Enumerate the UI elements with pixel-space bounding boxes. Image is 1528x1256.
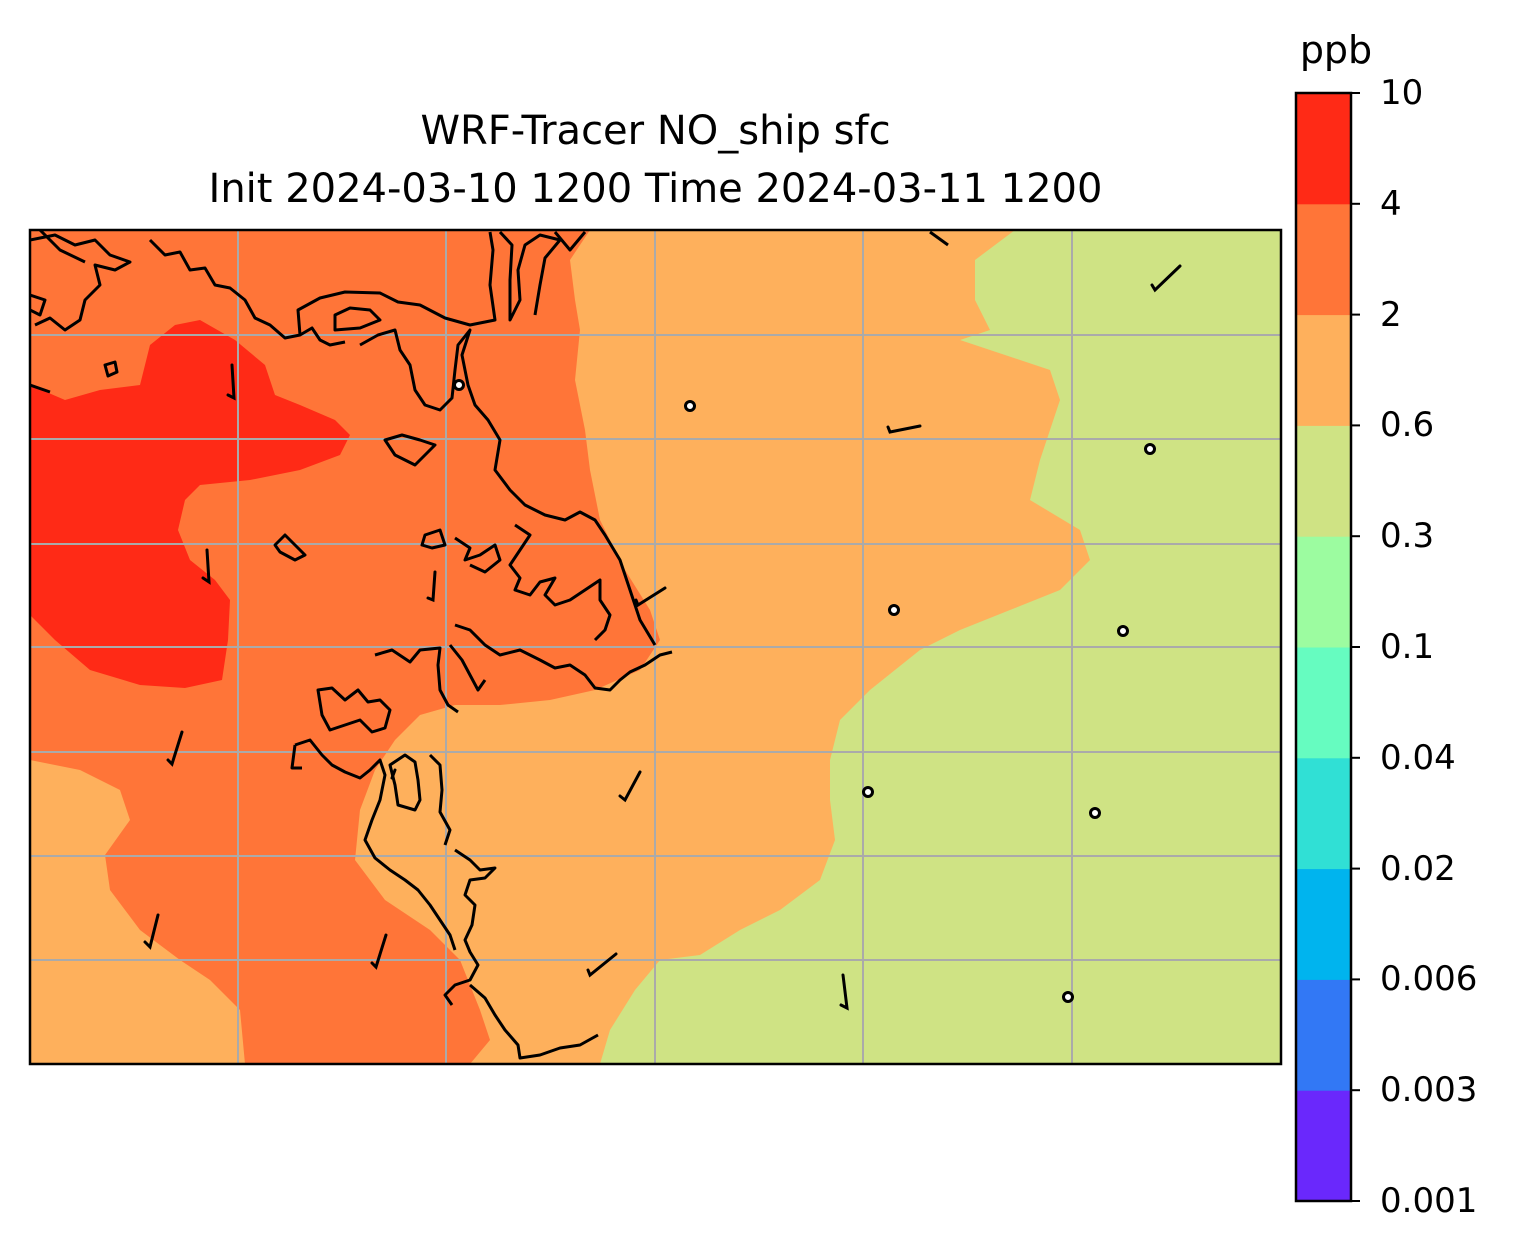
colorbar-swatch bbox=[1296, 979, 1351, 1091]
colorbar-swatch bbox=[1296, 425, 1351, 537]
colorbar-tick-label: 0.02 bbox=[1380, 848, 1456, 889]
gridlines bbox=[30, 230, 1281, 1064]
colorbar-tick-label: 0.1 bbox=[1380, 627, 1435, 667]
colorbar-tick-label: 0.6 bbox=[1380, 405, 1435, 446]
colorbar-swatches bbox=[1296, 93, 1351, 1202]
map-panel bbox=[30, 230, 1281, 1064]
colorbar-swatch bbox=[1296, 93, 1351, 205]
coastlines bbox=[30, 230, 949, 1060]
colorbar-tick-label: 0.3 bbox=[1380, 516, 1435, 557]
colorbar-tick-label: 10 bbox=[1380, 73, 1424, 113]
colorbar-tick-label: 0.003 bbox=[1380, 1070, 1478, 1111]
map-title-line2: Init 2024-03-10 1200 Time 2024-03-11 120… bbox=[208, 166, 1103, 212]
concentration-region-gt-4 bbox=[30, 320, 350, 688]
colorbar-swatch bbox=[1296, 757, 1351, 870]
colorbar-swatch bbox=[1296, 1090, 1351, 1202]
colorbar-tick-label: 0.006 bbox=[1380, 959, 1478, 1000]
colorbar-swatch bbox=[1296, 647, 1351, 759]
colorbar-swatch bbox=[1296, 203, 1351, 316]
colorbar-swatch bbox=[1296, 868, 1351, 980]
wind-barbs bbox=[143, 264, 1182, 1011]
calm-wind-markers bbox=[453, 379, 1156, 1003]
colorbar-tick-label: 4 bbox=[1380, 183, 1402, 224]
colorbar-tick-label: 0.04 bbox=[1380, 737, 1456, 778]
colorbar-tick-label: 2 bbox=[1380, 294, 1402, 335]
colorbar-unit: ppb bbox=[1299, 28, 1373, 72]
colorbar-swatch bbox=[1296, 536, 1351, 648]
map-frame bbox=[28, 228, 1283, 1066]
colorbar-tick-label: 0.001 bbox=[1380, 1181, 1478, 1221]
colorbar-swatch bbox=[1296, 314, 1351, 426]
colorbar-ticks bbox=[1351, 92, 1360, 1202]
map-title-line1: WRF-Tracer NO_ship sfc bbox=[420, 108, 891, 154]
